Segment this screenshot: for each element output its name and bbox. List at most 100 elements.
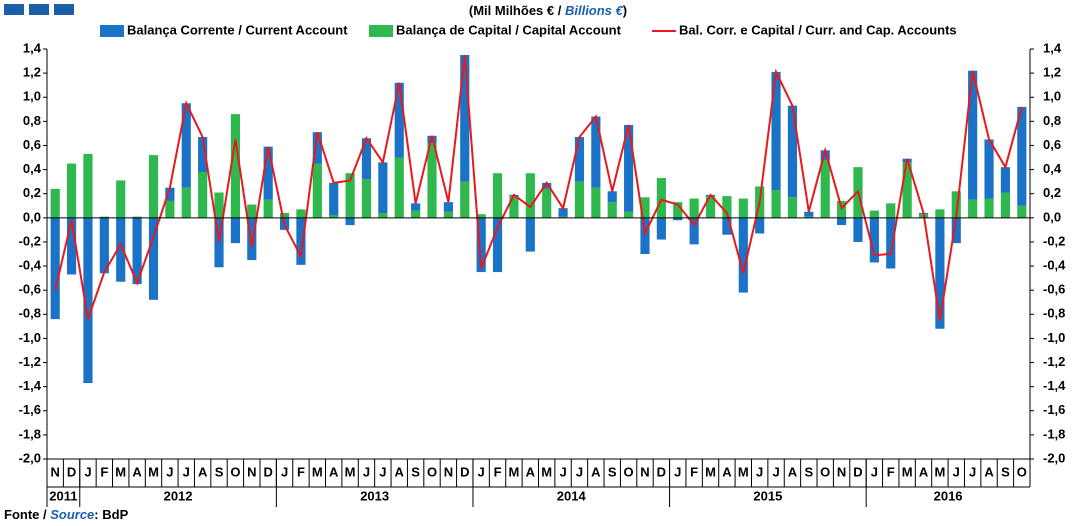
y-tick-label: -1,6 bbox=[19, 402, 41, 417]
bar bbox=[1017, 106, 1027, 206]
y2-tick-label: 0,0 bbox=[1043, 209, 1061, 224]
y-tick-label: -0,2 bbox=[19, 233, 41, 248]
bar bbox=[804, 211, 814, 217]
year-label: 2015 bbox=[753, 488, 782, 503]
x-tick-label: M bbox=[541, 464, 552, 479]
bar bbox=[214, 192, 224, 218]
x-tick-label: J bbox=[478, 464, 485, 479]
y-tick-label: 0,8 bbox=[23, 113, 41, 128]
y2-tick-label: 1,2 bbox=[1043, 65, 1061, 80]
bar bbox=[329, 182, 339, 216]
y-tick-label: -0,4 bbox=[19, 257, 42, 272]
x-tick-label: A bbox=[329, 464, 339, 479]
bar bbox=[656, 217, 666, 240]
x-tick-label: M bbox=[902, 464, 913, 479]
y2-tick-label: 0,8 bbox=[1043, 113, 1061, 128]
x-tick-label: J bbox=[953, 464, 960, 479]
bar bbox=[279, 213, 290, 218]
bar bbox=[247, 204, 257, 218]
x-tick-label: D bbox=[657, 464, 666, 479]
bar bbox=[1000, 192, 1011, 218]
y2-tick-label: -1,6 bbox=[1043, 402, 1065, 417]
x-tick-label: A bbox=[198, 464, 208, 479]
source-pt: Fonte / bbox=[4, 507, 50, 522]
bar bbox=[66, 217, 77, 275]
bar bbox=[50, 217, 60, 320]
x-tick-label: J bbox=[772, 464, 779, 479]
x-tick-label: J bbox=[183, 464, 190, 479]
bar bbox=[296, 209, 306, 218]
x-tick-label: O bbox=[427, 464, 437, 479]
bar bbox=[443, 211, 453, 218]
bar bbox=[181, 103, 191, 188]
x-tick-label: N bbox=[640, 464, 649, 479]
x-tick-label: A bbox=[395, 464, 405, 479]
bar bbox=[935, 217, 945, 329]
bar bbox=[132, 216, 142, 218]
logo-block bbox=[29, 4, 49, 15]
y-tick-label: -1,4 bbox=[19, 378, 42, 393]
bar bbox=[411, 203, 421, 211]
bar bbox=[476, 217, 486, 273]
y2-tick-label: -0,8 bbox=[1043, 306, 1065, 321]
bar bbox=[378, 213, 388, 218]
bar bbox=[329, 215, 339, 218]
x-tick-label: F bbox=[690, 464, 698, 479]
x-tick-label: F bbox=[100, 464, 108, 479]
bar bbox=[591, 187, 601, 218]
bar bbox=[542, 188, 552, 218]
bar bbox=[771, 71, 781, 191]
y2-tick-label: -1,0 bbox=[1043, 330, 1065, 345]
bar bbox=[705, 196, 716, 218]
legend-label: Balança Corrente / Current Account bbox=[127, 22, 348, 37]
bar bbox=[214, 217, 224, 268]
legend-label: Balança de Capital / Capital Account bbox=[396, 22, 622, 37]
bar bbox=[968, 70, 978, 200]
bar bbox=[1017, 205, 1027, 218]
y-tick-label: -1,2 bbox=[19, 354, 41, 369]
y2-tick-label: 0,2 bbox=[1043, 185, 1061, 200]
x-tick-label: J bbox=[756, 464, 763, 479]
bar bbox=[1000, 167, 1011, 193]
x-tick-label: O bbox=[230, 464, 240, 479]
bar bbox=[542, 182, 552, 189]
y-tick-label: 1,0 bbox=[23, 89, 41, 104]
bar bbox=[83, 217, 93, 384]
bar bbox=[460, 181, 470, 218]
bar bbox=[722, 196, 732, 218]
bar bbox=[230, 114, 240, 218]
y-tick-label: 1,2 bbox=[23, 65, 41, 80]
source: Fonte / Source: BdP bbox=[4, 507, 129, 522]
x-tick-label: D bbox=[460, 464, 469, 479]
bar bbox=[968, 199, 978, 218]
x-tick-label: M bbox=[115, 464, 126, 479]
bar bbox=[148, 155, 159, 218]
bar bbox=[624, 124, 634, 212]
bar bbox=[689, 217, 699, 245]
bar bbox=[607, 191, 617, 203]
x-tick-label: S bbox=[608, 464, 617, 479]
bar bbox=[83, 153, 93, 218]
x-tick-label: J bbox=[969, 464, 976, 479]
logo-block bbox=[54, 4, 74, 15]
bar bbox=[296, 217, 306, 265]
bar bbox=[525, 217, 535, 252]
year-label: 2016 bbox=[934, 488, 963, 503]
bar bbox=[820, 150, 830, 160]
bar bbox=[525, 173, 535, 218]
y-tick-label: -0,8 bbox=[19, 306, 41, 321]
x-tick-label: J bbox=[559, 464, 566, 479]
legend-swatch bbox=[100, 25, 124, 37]
bar bbox=[689, 198, 699, 218]
bar bbox=[345, 217, 355, 226]
x-tick-label: N bbox=[837, 464, 846, 479]
bar bbox=[99, 217, 109, 274]
y2-tick-label: -1,8 bbox=[1043, 426, 1065, 441]
x-tick-label: M bbox=[705, 464, 716, 479]
bar bbox=[951, 191, 961, 218]
source-en: Source bbox=[50, 507, 94, 522]
x-tick-label: J bbox=[363, 464, 370, 479]
bar bbox=[853, 217, 863, 242]
x-tick-label: M bbox=[312, 464, 323, 479]
